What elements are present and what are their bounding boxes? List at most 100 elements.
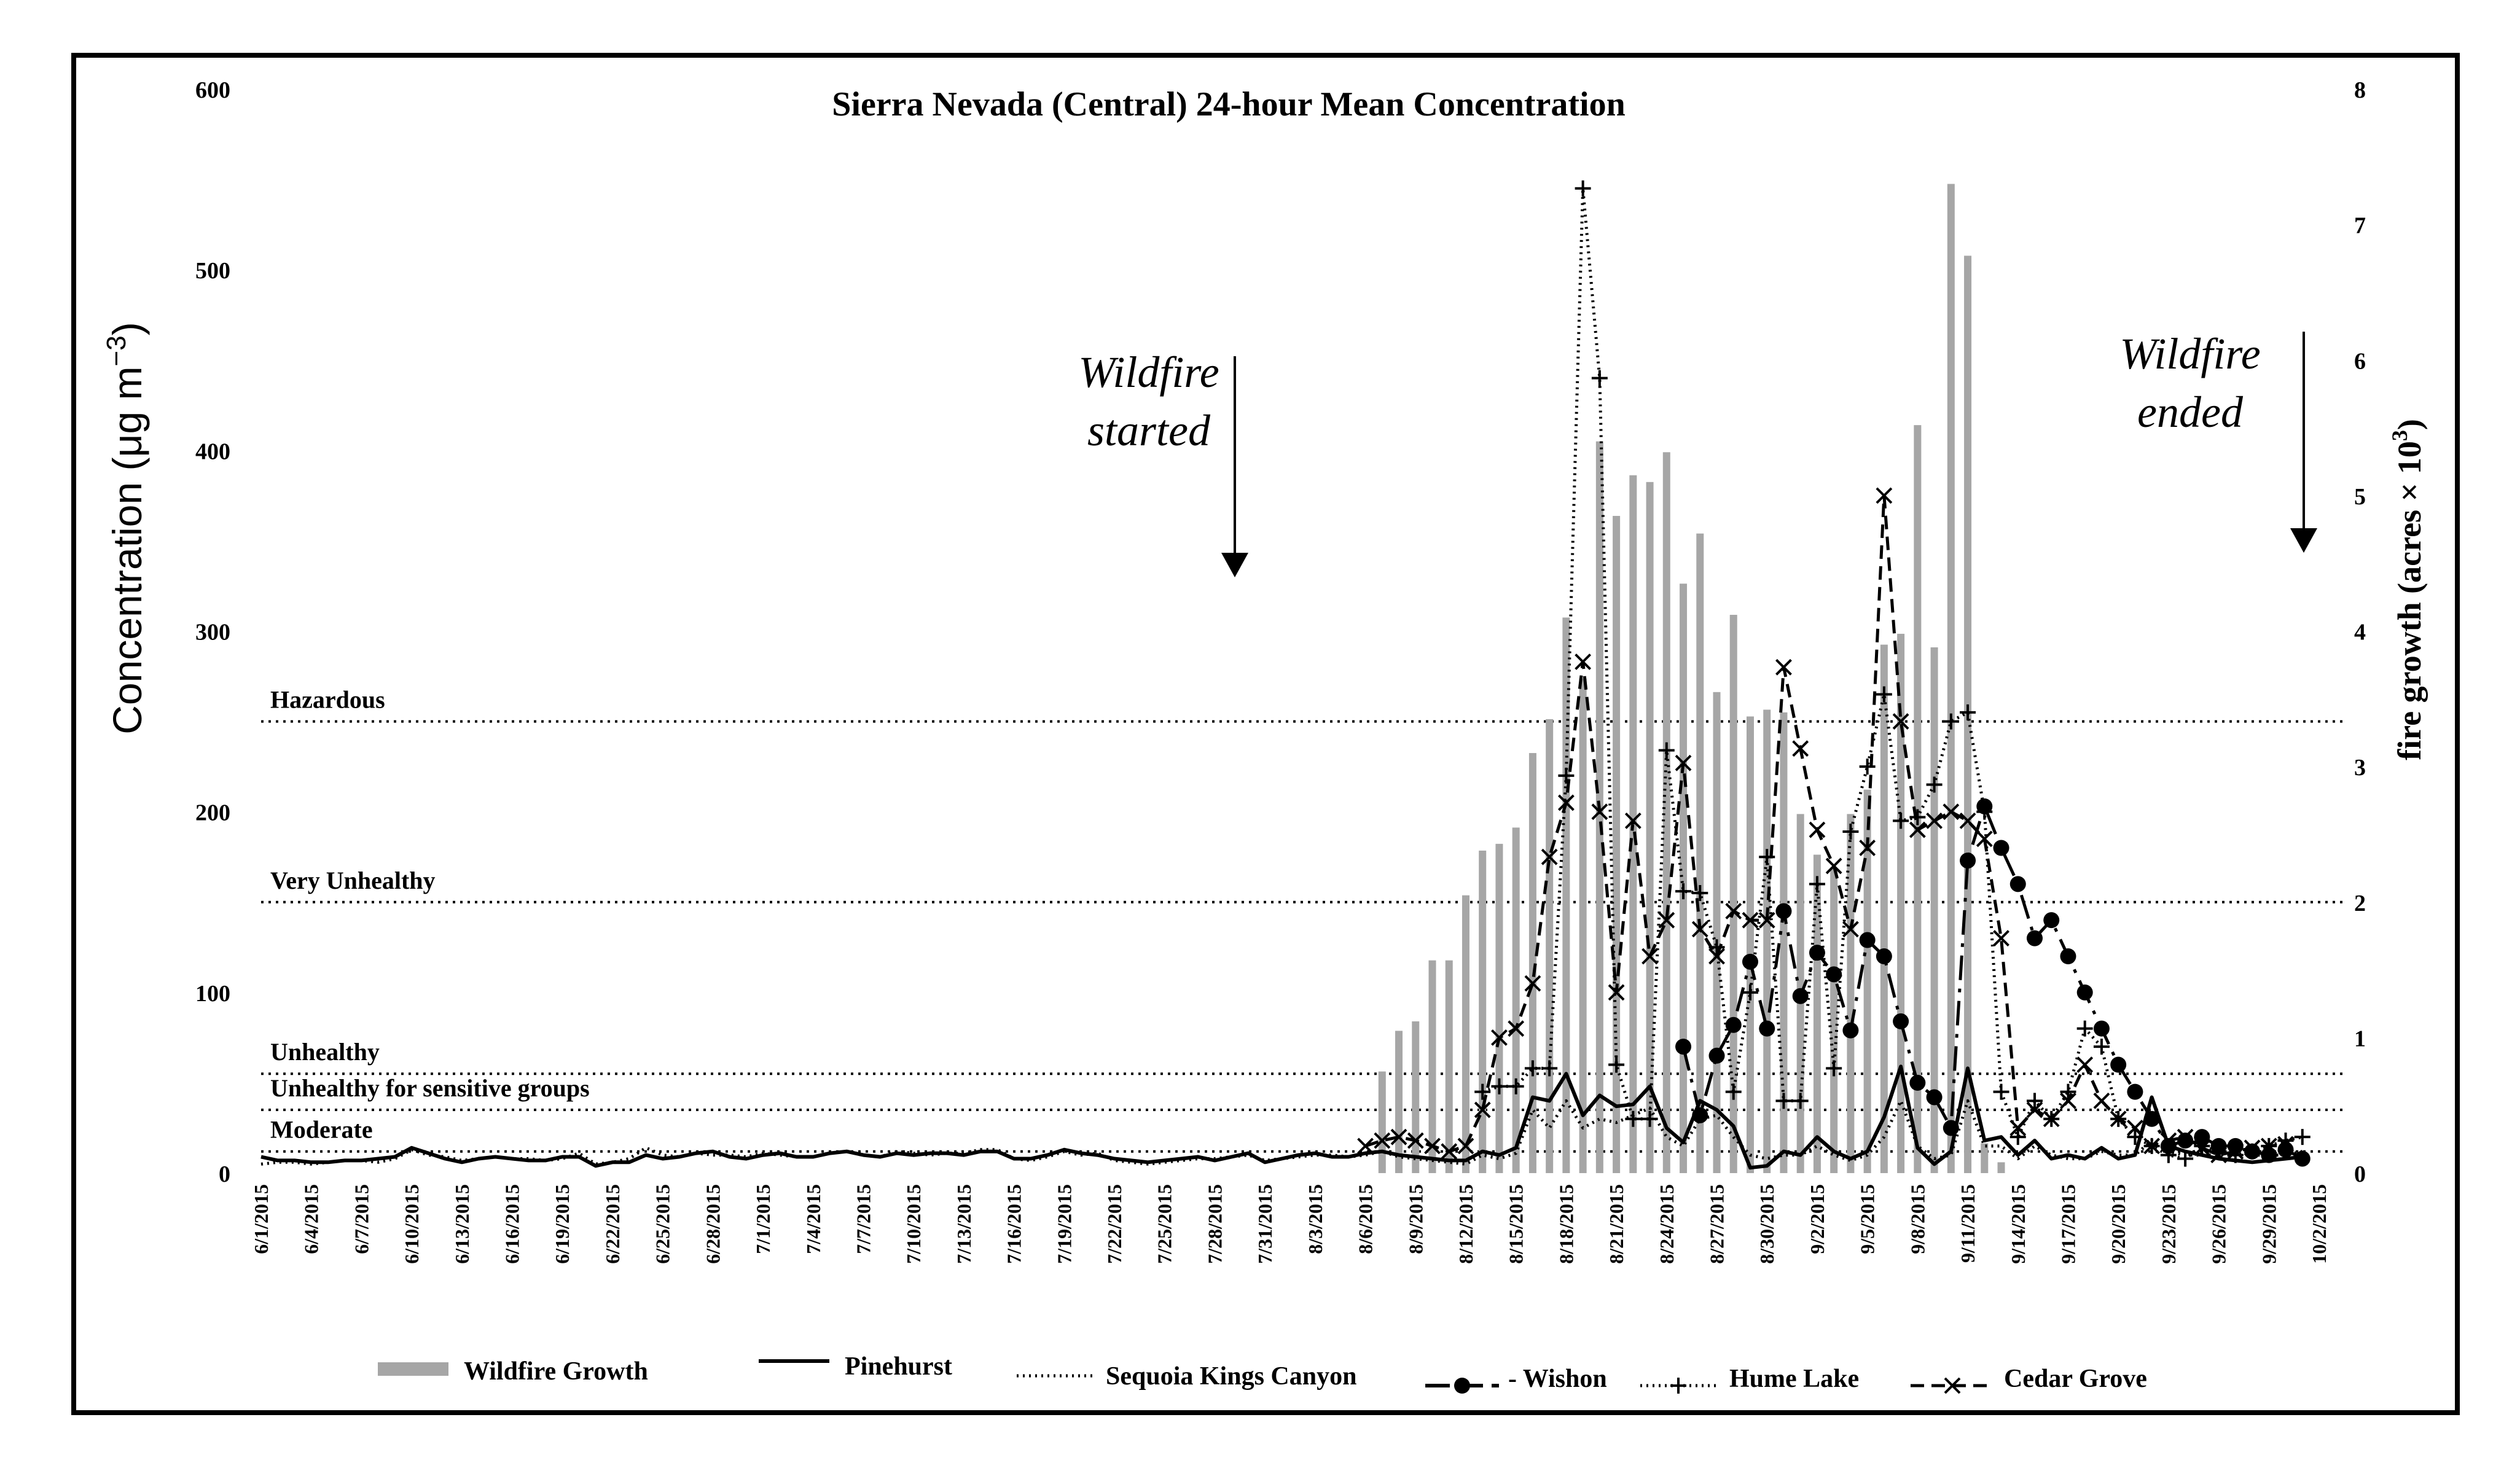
threshold-label: Very Unhealthy [270, 867, 436, 894]
marker-wishon [1842, 1022, 1859, 1039]
wildfire-growth-bar [1746, 716, 1754, 1173]
wildfire-growth-bar [1445, 960, 1453, 1173]
wildfire-growth-bar [1880, 644, 1888, 1173]
marker-cedar-grove [1407, 1132, 1424, 1149]
marker-hume-lake [1658, 742, 1675, 759]
marker-cedar-grove [1809, 821, 1826, 838]
marker-hume-lake [1591, 370, 1608, 386]
x-tick-label: 7/22/2015 [1103, 1184, 1125, 1264]
y2-tick-label: 4 [2354, 620, 2366, 646]
threshold-label: Unhealthy for sensitive groups [270, 1074, 590, 1102]
wildfire-growth-bar [1713, 692, 1721, 1173]
marker-cedar-grove [1909, 821, 1926, 838]
marker-cedar-grove [1993, 930, 2009, 946]
marker-cedar-grove [1859, 840, 1876, 856]
marker-wishon [2143, 1110, 2160, 1127]
marker-wishon [1893, 1013, 1909, 1029]
marker-cedar-grove [2076, 1056, 2094, 1073]
marker-wishon [2294, 1150, 2311, 1167]
marker-hume-lake [1508, 1078, 1524, 1094]
marker-hume-lake [1960, 704, 1976, 720]
x-tick-label: 9/29/2015 [2258, 1184, 2280, 1264]
legend-label: Cedar Grove [2004, 1365, 2147, 1393]
wildfire-growth-bar [1579, 678, 1587, 1173]
marker-hume-lake [1842, 824, 1859, 840]
marker-wishon [1909, 1074, 1926, 1091]
wildfire-growth-bar [1947, 184, 1955, 1173]
marker-hume-lake [2026, 1093, 2043, 1109]
y-axis-label: Concentration (μg m−3) [101, 322, 150, 734]
marker-cedar-grove [1524, 975, 1541, 992]
marker-hume-lake [1775, 1093, 1792, 1109]
marker-hume-lake [1759, 849, 1775, 865]
x-tick-label: 8/3/2015 [1304, 1184, 1326, 1254]
x-tick-label: 6/16/2015 [501, 1184, 523, 1264]
marker-wishon [1792, 988, 1809, 1004]
marker-hume-lake [1893, 813, 1909, 829]
annotation-arrow-head [1221, 553, 1248, 577]
marker-hume-lake [1491, 1078, 1508, 1094]
wildfire-growth-bar [1412, 1021, 1420, 1173]
wildfire-growth-bar [1646, 482, 1654, 1173]
marker-wishon [2277, 1141, 2294, 1158]
marker-hume-lake [2093, 1039, 2110, 1055]
x-tick-label: 8/9/2015 [1404, 1184, 1426, 1254]
marker-wishon [2009, 876, 2026, 892]
y-tick-label: 0 [219, 1161, 230, 1187]
marker-wishon [2043, 912, 2060, 929]
marker-cedar-grove [2193, 1139, 2210, 1157]
marker-cedar-grove [1825, 857, 1842, 875]
marker-hume-lake [1876, 686, 1892, 703]
threshold-label: Hazardous [270, 686, 385, 714]
marker-hume-lake [1943, 713, 1959, 730]
x-tick-label: 7/25/2015 [1154, 1184, 1176, 1264]
marker-cedar-grove [1508, 1020, 1525, 1037]
x-tick-label: 7/7/2015 [852, 1184, 874, 1254]
marker-cedar-grove [1491, 1029, 1508, 1046]
x-tick-label: 6/13/2015 [451, 1184, 473, 1264]
marker-hume-lake [1474, 1083, 1491, 1100]
marker-cedar-grove [2126, 1120, 2143, 1136]
marker-wishon [1876, 948, 1892, 964]
marker-hume-lake [2160, 1147, 2177, 1163]
marker-wishon [2127, 1083, 2143, 1100]
marker-cedar-grove [2244, 1139, 2261, 1157]
marker-cedar-grove [2227, 1143, 2244, 1160]
annotation-text: Wildfire [1078, 348, 1219, 397]
marker-hume-lake [1926, 776, 1943, 793]
marker-cedar-grove [2110, 1110, 2127, 1128]
x-tick-label: 7/13/2015 [953, 1184, 975, 1264]
wildfire-growth-bar [1897, 633, 1905, 1173]
x-tick-label: 7/16/2015 [1003, 1184, 1025, 1264]
x-tick-label: 6/28/2015 [702, 1184, 724, 1264]
marker-cedar-grove [1474, 1101, 1491, 1118]
y-tick-label: 400 [195, 439, 230, 464]
marker-cedar-grove [1357, 1137, 1374, 1155]
marker-hume-lake [1575, 180, 1591, 197]
legend-label: Wildfire Growth [464, 1357, 648, 1386]
x-tick-label: 8/21/2015 [1605, 1184, 1627, 1264]
marker-cedar-grove [1390, 1128, 1407, 1145]
legend-label: Sequoia Kings Canyon [1106, 1362, 1356, 1391]
y-tick-label: 600 [195, 77, 230, 103]
marker-wishon [1775, 903, 1792, 919]
x-tick-label: 8/6/2015 [1355, 1184, 1377, 1254]
marker-cedar-grove [1876, 487, 1893, 504]
x-tick-label: 9/26/2015 [2208, 1184, 2230, 1264]
x-tick-label: 9/14/2015 [2007, 1184, 2029, 1264]
marker-wishon [1943, 1120, 1959, 1136]
series-line-sequoia-kings-canyon [260, 1099, 2303, 1166]
threshold-label: Moderate [270, 1116, 373, 1144]
marker-cedar-grove [2026, 1101, 2043, 1118]
wildfire-growth-bar [1613, 515, 1621, 1173]
marker-wishon [1675, 1039, 1692, 1055]
wildfire-growth-bar [1428, 960, 1436, 1173]
wildfire-growth-bars [1378, 184, 2005, 1173]
marker-cedar-grove [1541, 848, 1558, 865]
x-tick-label: 10/2/2015 [2308, 1184, 2330, 1264]
y2-tick-label: 7 [2354, 213, 2366, 239]
marker-cedar-grove [2143, 1137, 2161, 1155]
y2-tick-label: 1 [2354, 1026, 2366, 1052]
marker-cedar-grove [1624, 812, 1642, 829]
annotation-text: Wildfire [2119, 329, 2260, 378]
